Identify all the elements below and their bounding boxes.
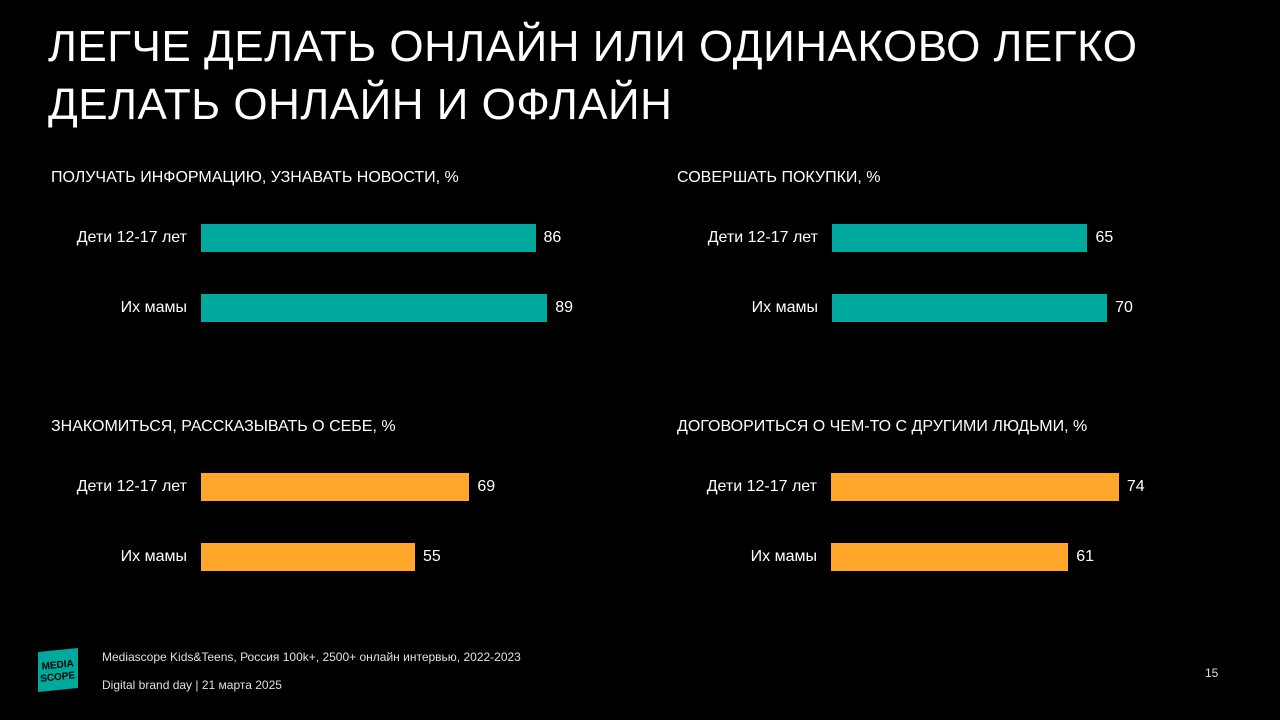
bar-moms [201, 294, 548, 322]
value-label: 69 [477, 478, 496, 495]
bar-row-moms: Их мамы 89 [51, 293, 651, 323]
footer-source: Mediascope Kids&Teens, Россия 100k+, 250… [102, 650, 521, 664]
bar-row-moms: Их мамы 61 [677, 542, 1277, 572]
bar-kids [201, 473, 470, 501]
bar-moms [831, 543, 1069, 571]
category-label: Дети 12-17 лет [76, 478, 187, 495]
bar-row-kids: Дети 12-17 лет 69 [51, 472, 651, 502]
logo-background [38, 648, 78, 692]
page-title: ЛЕГЧЕ ДЕЛАТЬ ОНЛАЙН ИЛИ ОДИНАКОВО ЛЕГКО … [48, 22, 1138, 129]
category-label: Их мамы [751, 299, 818, 316]
mediascope-logo: MEDIA SCOPE [38, 648, 78, 692]
value-label: 86 [543, 229, 562, 246]
bar-kids [832, 224, 1088, 252]
bar-moms [832, 294, 1108, 322]
chart-panel-shopping: СОВЕРШАТЬ ПОКУПКИ, % Дети 12-17 лет 65 Их м… [677, 168, 1277, 368]
value-label: 55 [422, 548, 441, 565]
bar-row-kids: Дети 12-17 лет 74 [677, 472, 1277, 502]
category-label: Дети 12-17 лет [707, 229, 818, 246]
chart-title: ПОЛУЧАТЬ ИНФОРМАЦИЮ, УЗНАВАТЬ НОВОСТИ, % [51, 169, 459, 186]
logo-text-top: MEDIA [41, 658, 74, 672]
chart-title: СОВЕРШАТЬ ПОКУПКИ, % [677, 169, 881, 186]
value-label: 70 [1115, 299, 1133, 316]
chart-panel-information: ПОЛУЧАТЬ ИНФОРМАЦИЮ, УЗНАВАТЬ НОВОСТИ, %… [51, 168, 651, 368]
page-number: 15 [1205, 666, 1219, 680]
category-label: Дети 12-17 лет [76, 229, 187, 246]
chart-panel-negotiation: ДОГОВОРИТЬСЯ О ЧЕМ-ТО С ДРУГИМИ ЛЮДЬМИ, … [677, 417, 1277, 617]
bar-kids [831, 473, 1119, 501]
bar-moms [201, 543, 415, 571]
chart-panel-acquaintance: ЗНАКОМИТЬСЯ, РАССКАЗЫВАТЬ О СЕБЕ, % Дети … [51, 417, 651, 617]
bar-row-moms: Их мамы 55 [51, 542, 651, 572]
bar-row-moms: Их мамы 70 [677, 293, 1277, 323]
value-label: 74 [1126, 478, 1145, 495]
logo-text-bottom: SCOPE [40, 670, 76, 685]
chart-title: ДОГОВОРИТЬСЯ О ЧЕМ-ТО С ДРУГИМИ ЛЮДЬМИ, … [677, 418, 1088, 435]
value-label: 89 [555, 299, 573, 316]
category-label: Их мамы [120, 548, 187, 565]
category-label: Дети 12-17 лет [706, 478, 817, 495]
footer-event: Digital brand day | 21 марта 2025 [102, 678, 282, 692]
bar-row-kids: Дети 12-17 лет 65 [677, 223, 1277, 253]
bar-kids [201, 224, 536, 252]
chart-title: ЗНАКОМИТЬСЯ, РАССКАЗЫВАТЬ О СЕБЕ, % [51, 418, 396, 435]
value-label: 61 [1076, 548, 1095, 565]
category-label: Их мамы [750, 548, 817, 565]
bar-row-kids: Дети 12-17 лет 86 [51, 223, 651, 253]
value-label: 65 [1095, 229, 1114, 246]
category-label: Их мамы [120, 299, 187, 316]
